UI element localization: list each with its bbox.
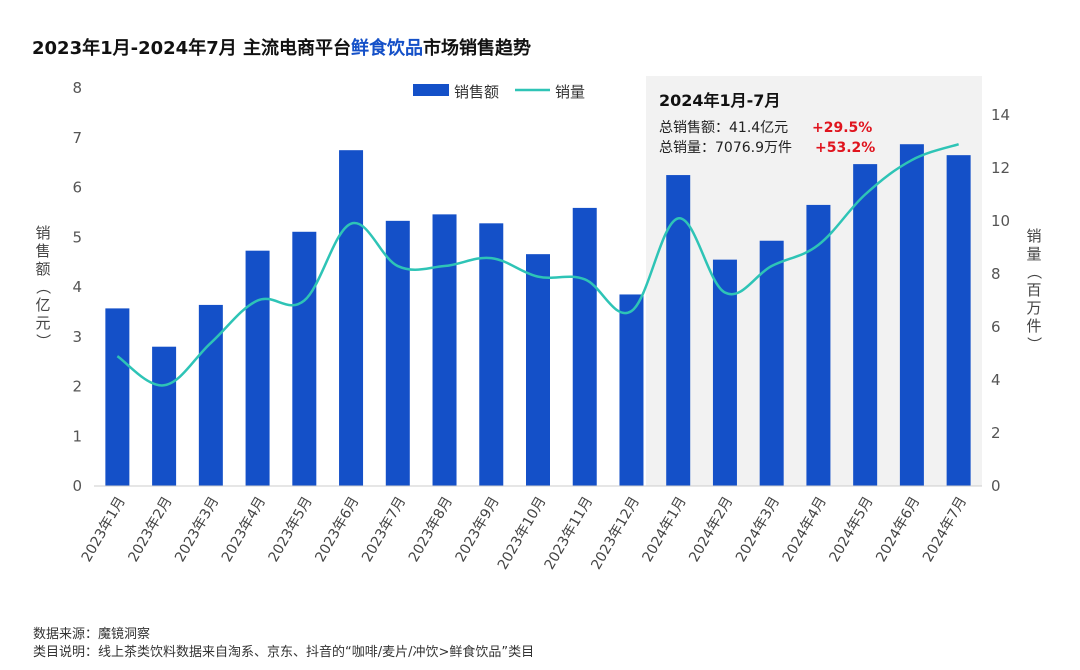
- highlight-volume-change: +53.2%: [815, 140, 875, 156]
- right-tick-label: 12: [991, 159, 1010, 177]
- x-tick-label: 2023年5月: [266, 494, 316, 565]
- x-tick-label: 2023年8月: [406, 494, 456, 565]
- left-tick-label: 4: [72, 278, 82, 296]
- x-tick-label: 2023年11月: [542, 494, 597, 573]
- bar: [245, 250, 270, 486]
- bar: [806, 204, 831, 486]
- x-tick-label: 2023年3月: [172, 494, 222, 565]
- left-axis-title: 销售额（ 亿元）: [34, 224, 52, 349]
- left-axis-ticks: 0 1 2 3 4 5 6 7 8: [72, 79, 82, 495]
- left-tick-label: 2: [72, 378, 82, 396]
- legend-bar-label: 销售额: [454, 83, 499, 101]
- bar: [759, 240, 784, 486]
- bar: [619, 294, 644, 486]
- right-axis-title: 销量（ 百万件）: [1025, 227, 1043, 352]
- left-tick-label: 8: [72, 79, 82, 97]
- x-tick-label: 2024年1月: [640, 494, 690, 565]
- bar: [899, 144, 924, 486]
- axis-title-char: 件: [1026, 317, 1041, 335]
- x-tick-label: 2024年2月: [686, 494, 736, 565]
- x-tick-label: 2023年2月: [125, 494, 175, 565]
- axis-title-char: 元: [35, 314, 50, 332]
- legend-bar-swatch: [413, 84, 449, 96]
- x-tick-label: 2023年1月: [79, 494, 129, 565]
- bar: [432, 214, 457, 487]
- highlight-sales: 总销售额：41.4亿元: [659, 120, 788, 136]
- left-tick-label: 7: [72, 129, 82, 147]
- left-tick-label: 0: [72, 477, 82, 495]
- bar: [292, 231, 317, 486]
- right-axis-ticks: 0 2 4 6 8 10 12 14: [991, 106, 1010, 495]
- volume-line: [116, 142, 960, 387]
- axis-title-char: 百: [1026, 281, 1041, 299]
- axis-title-char: 销: [35, 224, 50, 242]
- bar: [339, 150, 364, 486]
- axis-title-char: 亿: [35, 296, 50, 314]
- footer-source: 数据来源：魔镜洞察: [33, 627, 151, 642]
- x-tick-label: 2023年6月: [312, 494, 362, 565]
- right-tick-label: 14: [991, 106, 1010, 124]
- right-tick-label: 4: [991, 371, 1001, 389]
- highlight-volume: 总销量：7076.9万件: [659, 140, 792, 156]
- x-tick-label: 2024年3月: [733, 494, 783, 565]
- x-axis-ticks: 2023年1月2023年2月2023年3月2023年4月2023年5月2023年…: [79, 494, 970, 573]
- x-tick-label: 2023年4月: [219, 494, 269, 565]
- x-tick-label: 2023年7月: [359, 494, 409, 565]
- left-tick-label: 3: [72, 328, 82, 346]
- x-tick-label: 2024年4月: [780, 494, 830, 565]
- bar: [853, 164, 878, 486]
- bar: [712, 259, 737, 486]
- x-tick-label: 2023年12月: [588, 494, 643, 573]
- left-tick-label: 1: [72, 427, 82, 445]
- bar: [572, 207, 597, 486]
- legend-line-label: 销量: [555, 83, 585, 101]
- axis-title-char: 售: [35, 242, 50, 260]
- title-prefix: 2023年1月-2024年7月 主流电商平台: [32, 38, 351, 59]
- highlight-summary: 2024年1月-7月 总销售额：41.4亿元 +29.5% 总销量：7076.9…: [659, 91, 875, 156]
- highlight-title: 2024年1月-7月: [659, 91, 780, 110]
- right-tick-label: 10: [991, 212, 1010, 230]
- footer-note: 类目说明：线上茶类饮料数据来自淘系、京东、抖音的“咖啡/麦片/冲饮>鲜食饮品”类…: [33, 645, 535, 660]
- axis-title-char: ）: [1025, 336, 1043, 351]
- axis-title-char: 销: [1026, 227, 1041, 245]
- right-tick-label: 0: [991, 477, 1001, 495]
- left-tick-label: 5: [72, 228, 82, 246]
- x-tick-label: 2024年7月: [920, 494, 970, 565]
- axis-title-char: 万: [1026, 299, 1041, 317]
- x-tick-label: 2024年5月: [826, 494, 876, 565]
- right-tick-label: 6: [991, 318, 1001, 336]
- highlight-sales-change: +29.5%: [812, 120, 872, 136]
- legend: 销售额 销量: [413, 83, 585, 101]
- x-tick-label: 2024年6月: [873, 494, 923, 565]
- right-tick-label: 8: [991, 265, 1001, 283]
- bar: [946, 155, 971, 486]
- axis-title-char: （: [34, 279, 52, 294]
- chart-title: 2023年1月-2024年7月 主流电商平台鲜食饮品市场销售趋势: [32, 34, 531, 60]
- bar: [198, 304, 223, 486]
- right-tick-label: 2: [991, 424, 1001, 442]
- left-tick-label: 6: [72, 179, 82, 197]
- bar: [152, 346, 177, 486]
- title-highlight: 鲜食饮品: [350, 38, 423, 59]
- title-suffix: 市场销售趋势: [422, 38, 531, 59]
- axis-title-char: 量: [1026, 245, 1041, 263]
- x-tick-label: 2023年10月: [495, 494, 550, 573]
- bar: [479, 223, 504, 486]
- axis-title-char: 额: [35, 260, 50, 278]
- axis-title-char: （: [1025, 264, 1043, 279]
- bar-series: [105, 144, 971, 487]
- x-tick-label: 2023年9月: [453, 494, 503, 565]
- axis-title-char: ）: [34, 333, 52, 348]
- bar: [526, 254, 550, 486]
- bar: [105, 308, 130, 486]
